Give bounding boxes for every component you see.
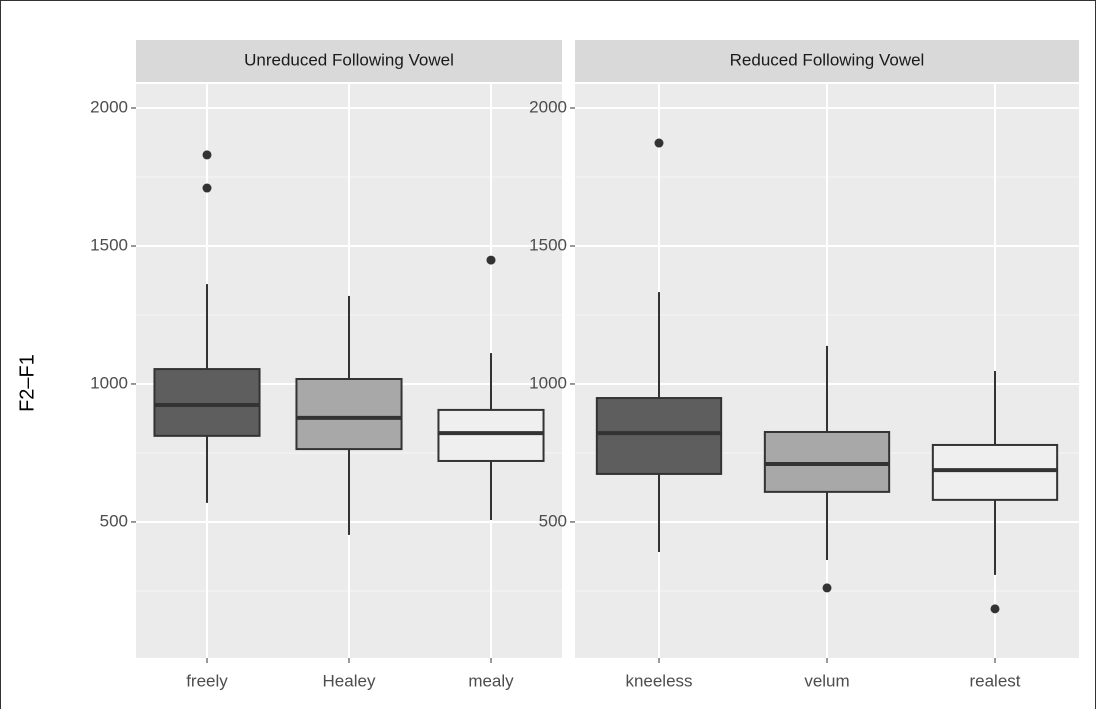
x-tick-label: velum xyxy=(804,671,849,690)
box xyxy=(153,368,261,437)
outlier xyxy=(822,583,832,593)
x-tick-label: realest xyxy=(969,671,1020,690)
y-tick-label: 1000 xyxy=(90,373,128,392)
outlier xyxy=(990,604,1000,614)
y-tick-label: 500 xyxy=(100,511,128,530)
box xyxy=(437,408,545,462)
box xyxy=(295,378,403,451)
y-tick-label: 2000 xyxy=(90,97,128,116)
outlier xyxy=(202,150,212,160)
y-axis-label: F2–F1 xyxy=(16,354,38,412)
y-tick-label: 1500 xyxy=(90,235,128,254)
x-tick-label: kneeless xyxy=(625,671,692,690)
outlier xyxy=(202,183,212,193)
strip-label: Reduced Following Vowel xyxy=(730,50,925,69)
x-tick-label: Healey xyxy=(323,671,376,690)
x-tick-label: freely xyxy=(186,671,228,690)
strip-label: Unreduced Following Vowel xyxy=(244,50,454,69)
box xyxy=(595,397,723,475)
outlier xyxy=(654,138,664,148)
y-tick-label: 500 xyxy=(539,511,567,530)
strip xyxy=(136,40,562,82)
outlier xyxy=(486,255,496,265)
x-tick-label: mealy xyxy=(468,671,514,690)
strip xyxy=(575,40,1079,82)
box xyxy=(931,443,1059,501)
box xyxy=(763,430,891,493)
y-tick-label: 2000 xyxy=(529,97,567,116)
y-tick-label: 1000 xyxy=(529,373,567,392)
y-tick-label: 1500 xyxy=(529,235,567,254)
